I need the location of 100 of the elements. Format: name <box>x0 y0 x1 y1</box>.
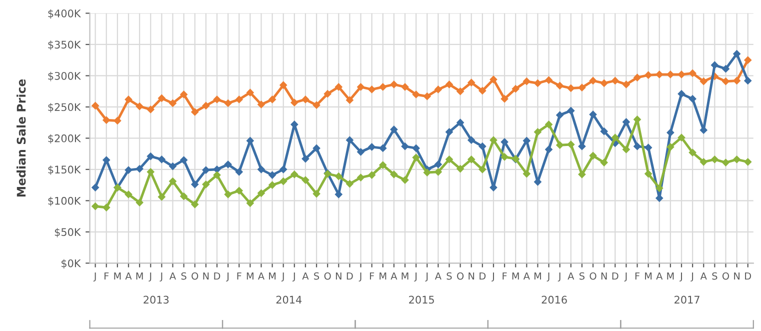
point <box>478 166 486 174</box>
point <box>379 161 387 169</box>
point <box>92 102 99 110</box>
point <box>368 143 376 151</box>
text: 2016 <box>542 296 567 304</box>
y-axis-title: Median Sale Price <box>16 79 26 197</box>
x-tick-label: M <box>645 272 652 280</box>
point <box>390 80 398 88</box>
point <box>446 80 453 88</box>
point <box>666 70 674 78</box>
point <box>280 166 287 174</box>
point <box>180 90 188 98</box>
point <box>346 136 354 144</box>
x-tick-label: M <box>402 272 408 280</box>
point <box>312 190 320 198</box>
point <box>213 96 221 104</box>
y-tick-label: $150K <box>48 165 81 175</box>
point <box>733 156 740 164</box>
point <box>722 78 730 85</box>
point <box>312 144 320 152</box>
point <box>490 136 498 144</box>
point <box>700 78 708 85</box>
point <box>644 144 652 152</box>
point <box>146 152 154 160</box>
point <box>567 84 575 92</box>
point <box>246 137 254 144</box>
x-tick-label: A <box>125 272 132 280</box>
point <box>401 83 409 91</box>
point <box>202 180 210 188</box>
point <box>656 184 664 192</box>
point <box>556 82 564 90</box>
x-tick-label: D <box>612 272 618 280</box>
x-tick-label: F <box>104 272 109 280</box>
point <box>146 168 154 176</box>
x-tick-label: A <box>434 272 442 280</box>
x-tick-label: J <box>425 272 428 282</box>
point <box>456 118 464 126</box>
point <box>567 140 575 148</box>
point <box>523 78 530 85</box>
x-tick-label: N <box>734 272 740 280</box>
point <box>102 204 110 212</box>
point <box>589 152 597 160</box>
x-tick-label: M <box>136 272 143 280</box>
point <box>158 156 166 164</box>
x-tick-label: F <box>502 272 507 280</box>
point <box>468 156 476 164</box>
point <box>622 80 630 88</box>
point <box>490 76 498 84</box>
x-tick-label: O <box>457 272 464 280</box>
point <box>556 141 564 149</box>
point <box>456 88 464 95</box>
point <box>379 83 387 91</box>
point <box>545 146 552 154</box>
point <box>423 168 431 176</box>
point <box>468 136 476 144</box>
point <box>401 176 409 184</box>
point <box>92 184 99 192</box>
y-tick-label: $50K <box>54 228 81 238</box>
x-tick-label: A <box>302 272 309 280</box>
point <box>567 107 575 114</box>
point <box>500 95 508 102</box>
x-tick-label: O <box>192 272 198 280</box>
y-tick-label: $400K <box>48 9 81 19</box>
x-tick-label: N <box>336 272 342 280</box>
point <box>711 156 718 164</box>
point <box>678 70 686 78</box>
y-tick-label: $100K <box>48 196 81 206</box>
point <box>302 176 310 184</box>
point <box>357 148 364 156</box>
x-tick-label: S <box>314 272 320 280</box>
point <box>412 144 420 152</box>
point <box>412 90 420 98</box>
point <box>202 166 210 174</box>
y-tick-label: $300K <box>48 72 81 82</box>
x-tick-label: S <box>712 272 718 280</box>
point <box>312 101 320 109</box>
point <box>124 166 132 174</box>
point <box>136 198 144 206</box>
point <box>357 83 364 91</box>
point <box>191 180 199 188</box>
x-tick-label: D <box>214 272 220 280</box>
point <box>578 170 586 178</box>
point <box>146 106 154 114</box>
x-tick-label: A <box>390 272 398 280</box>
x-tick-label: F <box>237 272 242 280</box>
x-tick-label: M <box>380 272 386 280</box>
point <box>589 110 597 118</box>
point <box>224 190 232 198</box>
point <box>678 90 686 98</box>
point <box>446 128 453 136</box>
point <box>612 134 619 142</box>
point <box>92 202 99 210</box>
point <box>534 80 542 87</box>
point <box>202 102 210 110</box>
x-tick-label: M <box>534 272 541 280</box>
point <box>169 162 176 170</box>
x-tick-label: J <box>690 272 694 282</box>
x-tick-label: J <box>624 272 627 282</box>
point <box>158 94 166 102</box>
x-tick-label: J <box>492 272 494 282</box>
